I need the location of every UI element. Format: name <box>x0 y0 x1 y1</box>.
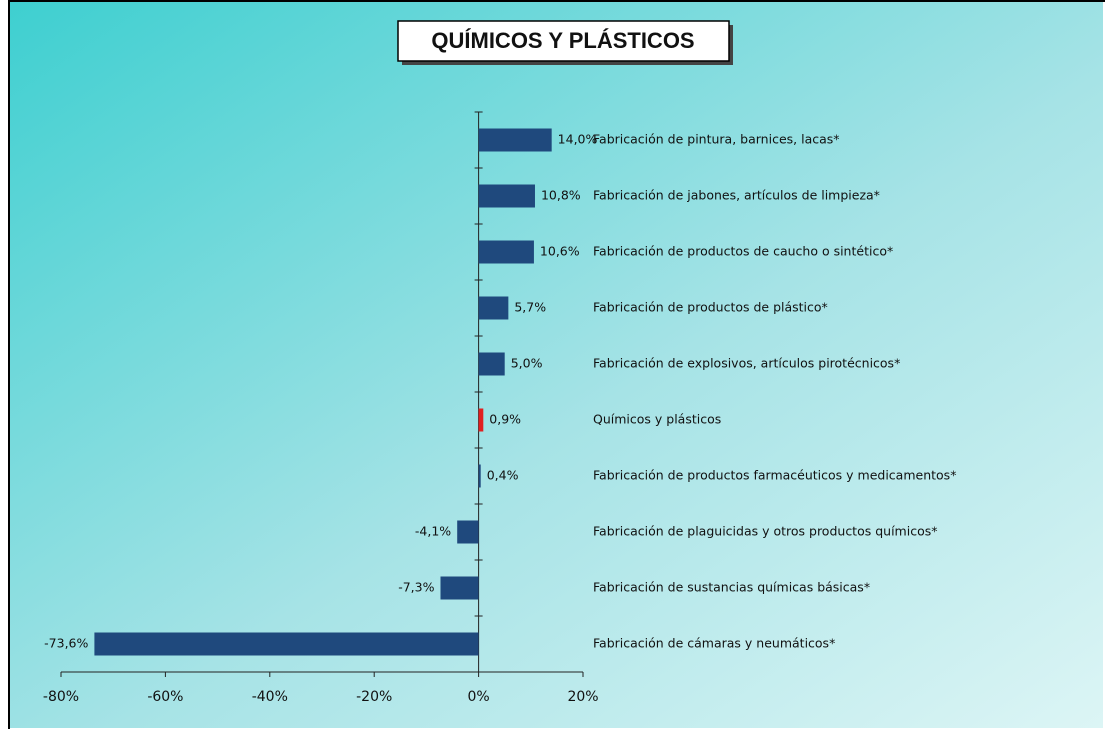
value-label: 0,9% <box>489 412 521 427</box>
category-label: Fabricación de plaguicidas y otros produ… <box>593 524 937 539</box>
x-tick-label: -60% <box>147 689 183 705</box>
x-tick-label: 0% <box>467 689 489 705</box>
category-label: Fabricación de productos de caucho o sin… <box>593 244 893 259</box>
bar <box>478 464 481 488</box>
value-label: -73,6% <box>44 636 88 651</box>
category-label: Fabricación de jabones, artículos de lim… <box>593 188 880 203</box>
bar <box>478 408 484 432</box>
value-label: 5,7% <box>514 300 546 315</box>
title-box <box>397 20 730 62</box>
bar <box>478 352 505 376</box>
category-label: Fabricación de explosivos, artículos pir… <box>593 356 900 371</box>
bar <box>478 240 534 264</box>
bar <box>457 520 479 544</box>
category-label: Fabricación de sustancias químicas básic… <box>593 580 870 595</box>
bar <box>94 632 479 656</box>
x-tick-label: -20% <box>356 689 392 705</box>
value-label: 5,0% <box>511 356 543 371</box>
x-tick-label: -40% <box>252 689 288 705</box>
value-label: 14,0% <box>558 132 598 147</box>
x-tick-label: 20% <box>567 689 598 705</box>
chart-background <box>9 1 1103 728</box>
category-label: Químicos y plásticos <box>593 412 721 427</box>
value-label: -4,1% <box>415 524 451 539</box>
chart-title: QUÍMICOS Y PLÁSTICOS <box>431 28 694 53</box>
value-label: -7,3% <box>398 580 434 595</box>
value-label: 0,4% <box>487 468 519 483</box>
bar <box>440 576 479 600</box>
category-label: Fabricación de pintura, barnices, lacas* <box>593 132 840 147</box>
bar <box>478 184 535 208</box>
bar <box>478 128 552 152</box>
value-label: 10,8% <box>541 188 581 203</box>
category-label: Fabricación de cámaras y neumáticos* <box>593 636 835 651</box>
x-tick-label: -80% <box>43 689 79 705</box>
category-label: Fabricación de productos de plástico* <box>593 300 828 315</box>
bar <box>478 296 509 320</box>
category-label: Fabricación de productos farmacéuticos y… <box>593 468 956 483</box>
value-label: 10,6% <box>540 244 580 259</box>
